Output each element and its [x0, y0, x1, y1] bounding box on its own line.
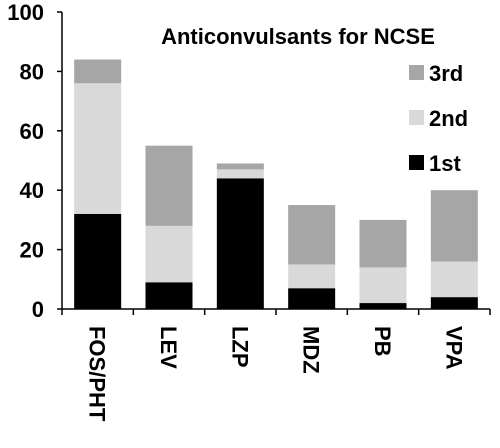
bar-3rd-PB: [359, 219, 407, 268]
legend-label-3rd: 3rd: [429, 61, 463, 86]
bar-1st-FOS/PHT: [74, 213, 122, 309]
bar-1st-LZP: [216, 178, 264, 309]
x-tick-label: VPA: [441, 326, 466, 370]
legend-label-2nd: 2nd: [429, 106, 468, 131]
y-tick-label: 60: [20, 119, 44, 144]
bar-2nd-LZP: [216, 169, 264, 179]
bar-3rd-MDZ: [288, 205, 336, 265]
y-tick-label: 80: [20, 59, 44, 84]
bar-2nd-LEV: [145, 225, 193, 283]
bar-1st-PB: [359, 303, 407, 309]
bars: [74, 59, 478, 309]
bar-3rd-FOS/PHT: [74, 59, 122, 84]
bar-3rd-VPA: [430, 190, 478, 262]
bar-2nd-VPA: [430, 261, 478, 298]
y-tick-label: 20: [20, 238, 44, 263]
bar-3rd-LZP: [216, 163, 264, 170]
bar-1st-VPA: [430, 297, 478, 309]
legend-swatch-3rd: [409, 65, 424, 80]
y-tick-label: 0: [32, 297, 44, 322]
y-axis: 0 20 40 60 80 100: [7, 0, 63, 322]
x-tick-label: PB: [370, 326, 395, 357]
legend-label-1st: 1st: [429, 151, 461, 176]
x-tick-label: LEV: [156, 326, 181, 369]
chart-title: Anticonvulsants for NCSE: [161, 24, 435, 49]
x-axis: FOS/PHT LEV LZP MDZ PB VPA: [61, 308, 491, 422]
legend-swatch-2nd: [409, 110, 424, 125]
legend: 3rd 2nd 1st: [409, 61, 468, 176]
bar-3rd-LEV: [145, 145, 193, 226]
y-tick-label: 40: [20, 178, 44, 203]
x-tick-label: FOS/PHT: [85, 326, 110, 422]
bar-1st-LEV: [145, 282, 193, 309]
bar-2nd-FOS/PHT: [74, 83, 122, 214]
bar-2nd-PB: [359, 267, 407, 304]
y-tick-label: 100: [7, 0, 44, 25]
x-tick-label: LZP: [227, 326, 252, 368]
x-tick-label: MDZ: [299, 326, 324, 374]
bar-1st-MDZ: [288, 288, 336, 309]
legend-swatch-1st: [409, 155, 424, 170]
bar-2nd-MDZ: [288, 264, 336, 289]
